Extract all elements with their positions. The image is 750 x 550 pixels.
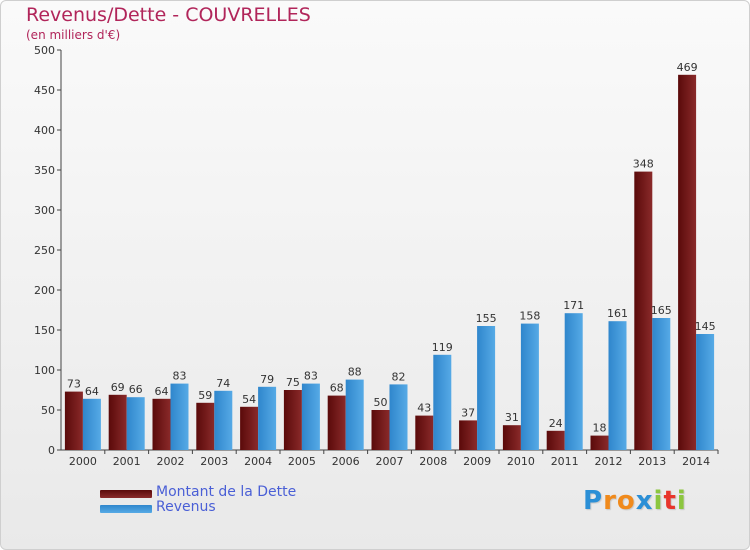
value-label-dette: 24 (549, 417, 563, 430)
y-tick-label: 0 (48, 444, 55, 457)
bar-revenus (126, 397, 145, 450)
bar-revenus (696, 334, 715, 450)
value-label-dette: 54 (242, 393, 256, 406)
value-label-dette: 69 (111, 381, 125, 394)
x-tick-label: 2005 (288, 455, 316, 468)
x-tick-label: 2003 (200, 455, 228, 468)
value-label-revenus: 119 (432, 341, 453, 354)
value-label-dette: 469 (677, 61, 698, 74)
bar-chart: 0501001502002503003504004505002000736420… (34, 44, 719, 468)
value-label-revenus: 79 (260, 373, 274, 386)
value-label-dette: 50 (374, 396, 388, 409)
value-label-revenus: 83 (173, 370, 187, 383)
bar-dette (590, 435, 609, 450)
bar-revenus (520, 323, 539, 450)
bar-revenus (477, 326, 496, 450)
bar-dette (240, 406, 259, 450)
bar-revenus (170, 383, 189, 450)
bar-dette (371, 410, 390, 450)
value-label-dette: 75 (286, 376, 300, 389)
value-label-revenus: 82 (392, 370, 406, 383)
bar-revenus (345, 379, 364, 450)
x-tick-label: 2011 (551, 455, 579, 468)
value-label-revenus: 88 (348, 366, 362, 379)
value-label-revenus: 158 (519, 310, 540, 323)
y-tick-label: 450 (34, 84, 55, 97)
y-tick-label: 250 (34, 244, 55, 257)
x-tick-label: 2008 (419, 455, 447, 468)
y-tick-label: 100 (34, 364, 55, 377)
bar-dette (64, 391, 83, 450)
bar-dette (196, 402, 215, 450)
y-tick-label: 200 (34, 284, 55, 297)
x-tick-label: 2014 (682, 455, 710, 468)
bar-dette (634, 171, 653, 450)
bar-dette (502, 425, 521, 450)
bar-revenus (433, 354, 452, 450)
value-label-dette: 18 (593, 422, 607, 435)
x-tick-label: 2009 (463, 455, 491, 468)
value-label-revenus: 155 (476, 312, 497, 325)
legend-swatch-dette (100, 490, 152, 498)
x-tick-label: 2012 (595, 455, 623, 468)
value-label-dette: 68 (330, 382, 344, 395)
x-tick-label: 2004 (244, 455, 272, 468)
x-tick-label: 2006 (332, 455, 360, 468)
x-tick-label: 2002 (157, 455, 185, 468)
value-label-dette: 43 (417, 402, 431, 415)
bar-dette (108, 394, 127, 450)
bar-dette (327, 395, 346, 450)
chart-subtitle: (en milliers d'€) (26, 28, 121, 42)
value-label-revenus: 64 (85, 385, 99, 398)
value-label-revenus: 165 (651, 304, 672, 317)
value-label-dette: 64 (155, 385, 169, 398)
legend-label-revenus: Revenus (156, 499, 216, 515)
bar-revenus (564, 313, 583, 450)
value-label-revenus: 145 (695, 320, 716, 333)
x-tick-label: 2007 (376, 455, 404, 468)
bar-dette (678, 74, 697, 451)
x-tick-label: 2013 (638, 455, 666, 468)
bar-dette (152, 398, 171, 450)
bar-dette (283, 390, 302, 450)
bar-dette (459, 420, 478, 450)
legend-swatch-revenus (100, 505, 152, 513)
bar-dette (546, 430, 565, 450)
bar-revenus (652, 318, 671, 450)
y-tick-label: 350 (34, 164, 55, 177)
value-label-dette: 73 (67, 378, 81, 391)
x-tick-label: 2010 (507, 455, 535, 468)
x-tick-label: 2000 (69, 455, 97, 468)
value-label-revenus: 83 (304, 370, 318, 383)
y-tick-label: 300 (34, 204, 55, 217)
value-label-revenus: 171 (563, 299, 584, 312)
bar-revenus (214, 390, 233, 450)
bar-revenus (301, 383, 320, 450)
bar-revenus (258, 386, 277, 450)
value-label-dette: 59 (198, 389, 212, 402)
value-label-revenus: 74 (216, 377, 230, 390)
value-label-revenus: 66 (129, 383, 143, 396)
bar-revenus (82, 398, 101, 450)
proxiti-logo: Proxiti (583, 486, 687, 516)
bar-revenus (608, 321, 627, 450)
value-label-revenus: 161 (607, 307, 628, 320)
bar-dette (415, 415, 434, 450)
y-tick-label: 150 (34, 324, 55, 337)
legend-label-dette: Montant de la Dette (156, 484, 297, 500)
value-label-dette: 348 (633, 158, 654, 171)
x-tick-label: 2001 (113, 455, 141, 468)
y-tick-label: 50 (41, 404, 55, 417)
bar-revenus (389, 384, 408, 450)
chart-title: Revenus/Dette - COUVRELLES (26, 4, 311, 26)
y-tick-label: 500 (34, 44, 55, 57)
y-tick-label: 400 (34, 124, 55, 137)
value-label-dette: 31 (505, 411, 519, 424)
value-label-dette: 37 (461, 406, 475, 419)
